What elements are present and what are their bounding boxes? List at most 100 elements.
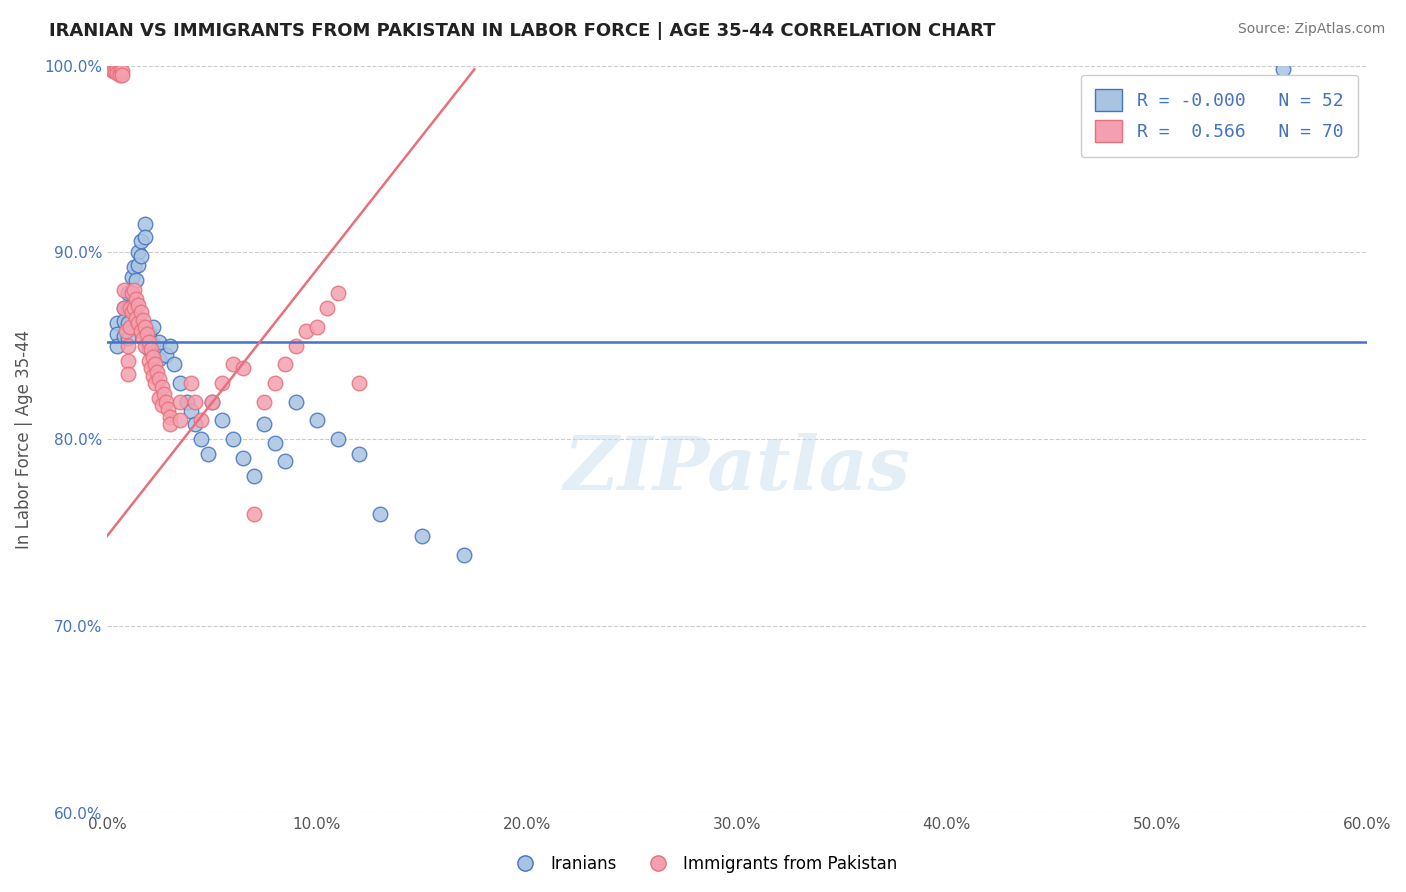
Point bbox=[127, 259, 149, 273]
Point bbox=[139, 343, 162, 357]
Point bbox=[125, 310, 148, 325]
Point bbox=[143, 357, 166, 371]
Point bbox=[142, 336, 165, 351]
Point bbox=[117, 286, 139, 301]
Point bbox=[155, 348, 177, 362]
Point bbox=[274, 454, 297, 468]
Point bbox=[107, 316, 129, 330]
Point bbox=[111, 64, 134, 78]
Point bbox=[107, 62, 129, 77]
Point bbox=[152, 387, 174, 401]
Point bbox=[142, 368, 165, 383]
Point bbox=[129, 324, 152, 338]
Point bbox=[127, 245, 149, 260]
Point bbox=[138, 343, 160, 357]
Point bbox=[134, 320, 156, 334]
Point bbox=[111, 68, 134, 82]
Point bbox=[326, 432, 349, 446]
Point bbox=[274, 357, 297, 371]
Point bbox=[121, 286, 143, 301]
Point bbox=[222, 432, 245, 446]
Point bbox=[180, 404, 202, 418]
Point bbox=[115, 324, 138, 338]
Y-axis label: In Labor Force | Age 35-44: In Labor Force | Age 35-44 bbox=[15, 329, 32, 549]
Point bbox=[190, 432, 212, 446]
Point bbox=[190, 413, 212, 427]
Point bbox=[117, 316, 139, 330]
Point bbox=[211, 376, 233, 390]
Point bbox=[284, 339, 307, 353]
Point bbox=[103, 64, 125, 78]
Point bbox=[232, 450, 254, 465]
Point bbox=[134, 217, 156, 231]
Point bbox=[284, 394, 307, 409]
Point bbox=[197, 447, 219, 461]
Point bbox=[143, 376, 166, 390]
Legend: Iranians, Immigrants from Pakistan: Iranians, Immigrants from Pakistan bbox=[502, 848, 904, 880]
Point bbox=[142, 320, 165, 334]
Point bbox=[120, 301, 142, 316]
Point bbox=[129, 234, 152, 248]
Point bbox=[122, 301, 145, 316]
Point bbox=[184, 417, 207, 431]
Point bbox=[453, 548, 475, 562]
Point bbox=[264, 376, 287, 390]
Point bbox=[112, 283, 135, 297]
Point bbox=[127, 316, 149, 330]
Text: ZIPatlas: ZIPatlas bbox=[564, 433, 910, 505]
Legend: R = -0.000   N = 52, R =  0.566   N = 70: R = -0.000 N = 52, R = 0.566 N = 70 bbox=[1081, 75, 1358, 157]
Point bbox=[201, 394, 224, 409]
Point bbox=[117, 367, 139, 381]
Point bbox=[243, 469, 266, 483]
Point bbox=[411, 529, 433, 543]
Point bbox=[139, 361, 162, 376]
Point bbox=[1271, 62, 1294, 77]
Point bbox=[316, 301, 339, 316]
Point bbox=[150, 380, 173, 394]
Point bbox=[129, 305, 152, 319]
Point bbox=[117, 301, 139, 316]
Point bbox=[159, 339, 181, 353]
Point bbox=[117, 331, 139, 345]
Point bbox=[125, 273, 148, 287]
Point bbox=[107, 327, 129, 342]
Point bbox=[148, 372, 170, 386]
Point bbox=[142, 350, 165, 364]
Point bbox=[146, 365, 169, 379]
Point bbox=[138, 326, 160, 340]
Point bbox=[148, 391, 170, 405]
Point bbox=[169, 413, 191, 427]
Point bbox=[201, 394, 224, 409]
Point bbox=[122, 260, 145, 275]
Point bbox=[108, 68, 131, 82]
Point bbox=[134, 230, 156, 244]
Point bbox=[305, 413, 328, 427]
Point bbox=[112, 329, 135, 343]
Point bbox=[163, 357, 186, 371]
Point bbox=[135, 327, 157, 342]
Point bbox=[148, 334, 170, 349]
Point bbox=[232, 361, 254, 376]
Point bbox=[138, 334, 160, 349]
Point bbox=[117, 339, 139, 353]
Point bbox=[264, 435, 287, 450]
Point bbox=[155, 394, 177, 409]
Point bbox=[117, 353, 139, 368]
Point bbox=[347, 447, 370, 461]
Point bbox=[347, 376, 370, 390]
Point bbox=[129, 249, 152, 263]
Point bbox=[122, 283, 145, 297]
Point bbox=[112, 301, 135, 316]
Point bbox=[184, 394, 207, 409]
Point bbox=[107, 339, 129, 353]
Point bbox=[121, 286, 143, 301]
Point bbox=[127, 298, 149, 312]
Point bbox=[131, 312, 153, 326]
Point bbox=[121, 269, 143, 284]
Point bbox=[243, 507, 266, 521]
Point bbox=[108, 64, 131, 78]
Point bbox=[253, 417, 276, 431]
Point bbox=[326, 286, 349, 301]
Point bbox=[159, 417, 181, 431]
Point bbox=[169, 376, 191, 390]
